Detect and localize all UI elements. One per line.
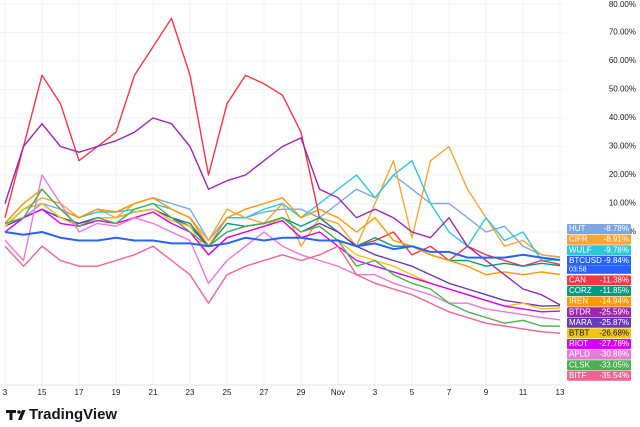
y-tick-label: 20.00%: [609, 170, 636, 179]
legend-label: IREN: [569, 297, 588, 306]
x-tick-label: 27: [260, 388, 269, 397]
series-label-box: [567, 234, 631, 245]
series-label-box: [567, 224, 631, 234]
legend-label: BITF: [569, 371, 586, 380]
series-label-box: [567, 245, 631, 256]
value-label: -11.85%: [600, 286, 629, 295]
series-label-box: [567, 286, 631, 296]
series-label: APLD -30.86%: [567, 349, 631, 360]
series-label: WULF -9.78%: [567, 245, 631, 256]
y-tick-label: 70.00%: [609, 28, 636, 37]
legend-label: MARA: [569, 318, 593, 327]
legend-label: RIOT: [569, 339, 588, 348]
series-label-box: [567, 255, 631, 266]
value-label: -25.59%: [599, 307, 629, 316]
x-tick-label: Nov: [331, 388, 345, 397]
value-label: -35.54%: [599, 371, 629, 380]
legend-label: WULF: [569, 245, 592, 254]
x-tick-label: 21: [149, 388, 158, 397]
legend-label: BTBT: [569, 329, 590, 338]
logo-dot: [17, 410, 21, 414]
value-label: -26.68%: [599, 329, 629, 338]
series-label-box: [567, 339, 631, 349]
x-tick-label: 3: [373, 388, 378, 397]
y-tick-label: 10.00%: [609, 199, 636, 208]
x-tick-label: 17: [75, 388, 84, 397]
series-line: [4, 174, 561, 321]
series-label: MARA -25.87%: [567, 317, 631, 328]
x-tick-label: 5: [410, 388, 415, 397]
value-label: -11.38%: [600, 276, 629, 285]
series-line: [4, 188, 561, 276]
x-tick-label: 23: [186, 388, 195, 397]
legend-label: CAN: [569, 276, 586, 285]
series-label-box: [567, 307, 631, 318]
series-label: CLSK -33.05%: [567, 360, 631, 371]
series-label: BITF -35.54%: [567, 370, 631, 381]
series-label-box: [567, 296, 631, 307]
series-label-box: [567, 360, 631, 371]
series-label: BTDR -25.59%: [567, 307, 631, 318]
legend-label: CIFR: [569, 235, 588, 244]
series-label-box: [567, 328, 631, 339]
series-line: [4, 117, 561, 306]
series-label: IREN -14.94%: [567, 296, 631, 307]
y-tick-label: 60.00%: [609, 56, 636, 65]
series-label: HUT -8.78%: [567, 224, 631, 234]
value-label: -14.94%: [599, 297, 629, 306]
series-label: RIOT -27.78%: [567, 339, 631, 349]
series-label: BTCUSD -9.84% 03:58: [567, 255, 631, 274]
value-label: -27.78%: [599, 339, 629, 348]
series-line: [4, 231, 561, 261]
x-tick-label: 25: [223, 388, 232, 397]
legend-label: CLSK: [569, 360, 591, 369]
series-line: [4, 208, 561, 313]
value-label: -9.78%: [604, 245, 629, 254]
y-tick-label: 30.00%: [609, 142, 636, 151]
series-label: BTBT -26.68%: [567, 328, 631, 339]
series-label: CORZ -11.85%: [567, 286, 631, 296]
x-tick-label: 15: [38, 388, 47, 397]
value-label: -8.91%: [604, 235, 629, 244]
legend-label: BTDR: [569, 307, 591, 316]
legend-label: BTCUSD: [569, 256, 602, 265]
y-tick-label: 50.00%: [609, 85, 636, 94]
x-tick-label: 11: [519, 388, 528, 397]
series-line: [4, 188, 561, 327]
series-line: [4, 245, 561, 334]
y-tick-label: 40.00%: [609, 113, 636, 122]
x-tick-label: 19: [112, 388, 121, 397]
x-tick-label: 13: [556, 388, 565, 397]
x-tick-label: 3: [3, 388, 8, 397]
series-label: CAN -11.38%: [567, 275, 631, 286]
series-label-box: [567, 317, 631, 328]
series-label: CIFR -8.91%: [567, 234, 631, 245]
value-label: -33.05%: [599, 360, 629, 369]
series-label-box: [567, 370, 631, 381]
logo-icon: [6, 410, 26, 420]
countdown-box: [567, 265, 631, 274]
series-label-box: [567, 349, 631, 360]
series-label-box: [567, 275, 631, 286]
x-tick-label: 7: [447, 388, 452, 397]
logo: [6, 410, 26, 420]
y-tick-label: 80.00%: [609, 0, 636, 9]
x-tick-label: 29: [297, 388, 306, 397]
countdown: 03:58: [569, 267, 587, 274]
legend-label: CORZ: [569, 286, 592, 295]
value-label: -9.84%: [604, 256, 629, 265]
watermark: TradingView: [29, 406, 117, 423]
value-label: -8.78%: [604, 224, 629, 233]
value-label: -30.86%: [599, 350, 629, 359]
legend-label: APLD: [569, 350, 590, 359]
legend-label: HUT: [569, 224, 586, 233]
x-tick-label: 9: [484, 388, 489, 397]
value-label: -25.87%: [599, 318, 629, 327]
